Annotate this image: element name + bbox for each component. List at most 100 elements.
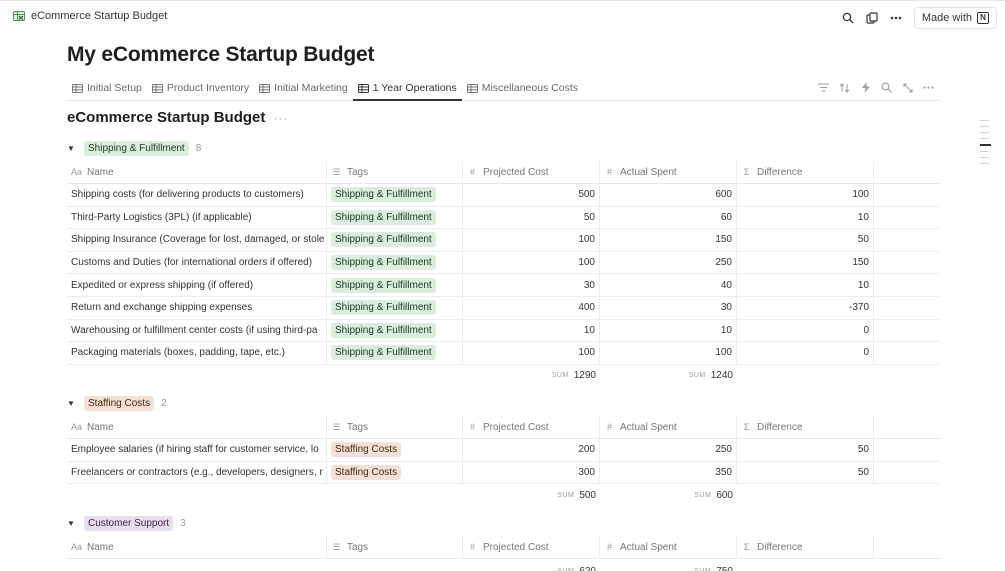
tab-initial-setup[interactable]: Initial Setup: [67, 76, 147, 100]
add-column-area[interactable]: [874, 536, 940, 558]
cell-name[interactable]: Warehousing or fulfillment center costs …: [67, 319, 327, 342]
cell-projected-cost[interactable]: 100: [463, 251, 600, 274]
cell-projected-cost[interactable]: 10: [463, 319, 600, 342]
cell-empty[interactable]: [874, 252, 940, 274]
cell-tags[interactable]: Shipping & Fulfillment: [327, 274, 463, 296]
add-column-area[interactable]: [874, 416, 940, 438]
caret-down-icon[interactable]: ▼: [67, 143, 75, 153]
cell-tags[interactable]: Staffing Costs: [327, 461, 463, 484]
more-options-icon[interactable]: [921, 80, 936, 95]
outline-mark[interactable]: [980, 126, 989, 127]
cell-name[interactable]: Shipping costs (for delivering products …: [67, 184, 327, 206]
outline-mark[interactable]: [980, 138, 989, 139]
column-header-actual[interactable]: # Actual Spent: [600, 416, 737, 438]
table-row[interactable]: Packaging materials (boxes, padding, tap…: [67, 342, 940, 365]
automation-icon[interactable]: [858, 80, 873, 95]
cell-empty[interactable]: [874, 462, 940, 484]
breadcrumb[interactable]: eCommerce Startup Budget: [13, 10, 167, 22]
cell-projected-cost[interactable]: 200: [463, 439, 600, 461]
cell-tags[interactable]: Shipping & Fulfillment: [327, 184, 463, 206]
outline-mark[interactable]: [980, 132, 989, 133]
sum-projected[interactable]: SUM 620: [463, 559, 600, 571]
cell-name[interactable]: Third-Party Logistics (3PL) (if applicab…: [67, 206, 327, 229]
cell-projected-cost[interactable]: 400: [463, 296, 600, 319]
cell-empty[interactable]: [874, 184, 940, 206]
table-row[interactable]: Third-Party Logistics (3PL) (if applicab…: [67, 206, 940, 230]
cell-tags[interactable]: Shipping & Fulfillment: [327, 251, 463, 274]
sum-actual[interactable]: SUM 750: [600, 559, 737, 571]
sum-projected[interactable]: SUM 500: [463, 484, 600, 506]
cell-tags[interactable]: Shipping & Fulfillment: [327, 342, 463, 364]
cell-actual-spent[interactable]: 100: [600, 342, 737, 364]
cell-tags[interactable]: Shipping & Fulfillment: [327, 229, 463, 251]
cell-name[interactable]: Customs and Duties (for international or…: [67, 251, 327, 274]
sum-actual[interactable]: SUM 600: [600, 484, 737, 506]
column-header-projected[interactable]: # Projected Cost: [463, 416, 600, 438]
more-options-icon[interactable]: [886, 8, 906, 28]
sum-actual[interactable]: SUM 1240: [600, 365, 737, 387]
cell-name[interactable]: Expedited or express shipping (if offere…: [67, 274, 327, 296]
cell-actual-spent[interactable]: 250: [600, 251, 737, 274]
outline-mark[interactable]: [980, 150, 989, 152]
expand-icon[interactable]: [900, 80, 915, 95]
outline-mark-active[interactable]: [980, 144, 991, 146]
tab-miscellaneous-costs[interactable]: Miscellaneous Costs: [462, 76, 583, 100]
filter-icon[interactable]: [816, 80, 831, 95]
cell-empty[interactable]: [874, 274, 940, 296]
cell-empty[interactable]: [874, 207, 940, 229]
table-row[interactable]: Shipping costs (for delivering products …: [67, 184, 940, 207]
column-header-name[interactable]: Aa Name: [67, 161, 327, 183]
cell-tags[interactable]: Shipping & Fulfillment: [327, 296, 463, 319]
search-icon[interactable]: [838, 8, 858, 28]
table-row[interactable]: Expedited or express shipping (if offere…: [67, 274, 940, 297]
cell-actual-spent[interactable]: 150: [600, 229, 737, 251]
cell-actual-spent[interactable]: 10: [600, 319, 737, 342]
cell-actual-spent[interactable]: 600: [600, 184, 737, 206]
cell-projected-cost[interactable]: 100: [463, 342, 600, 364]
cell-projected-cost[interactable]: 100: [463, 229, 600, 251]
tab-1-year-operations[interactable]: 1 Year Operations: [352, 76, 462, 101]
column-header-name[interactable]: Aa Name: [67, 416, 327, 438]
cell-projected-cost[interactable]: 500: [463, 184, 600, 206]
table-row[interactable]: Return and exchange shipping expenses Shi…: [67, 296, 940, 320]
group-header[interactable]: ▼ Customer Support 3: [67, 513, 940, 533]
cell-tags[interactable]: Shipping & Fulfillment: [327, 319, 463, 342]
column-header-difference[interactable]: Σ Difference: [737, 536, 874, 558]
column-header-actual[interactable]: # Actual Spent: [600, 161, 737, 183]
column-header-difference[interactable]: Σ Difference: [737, 416, 874, 438]
column-header-actual[interactable]: # Actual Spent: [600, 536, 737, 558]
caret-down-icon[interactable]: ▼: [67, 398, 75, 408]
cell-actual-spent[interactable]: 60: [600, 206, 737, 229]
cell-name[interactable]: Return and exchange shipping expenses: [67, 296, 327, 319]
table-row[interactable]: Freelancers or contractors (e.g., develo…: [67, 461, 940, 485]
table-row[interactable]: Shipping Insurance (Coverage for lost, d…: [67, 229, 940, 252]
cell-empty[interactable]: [874, 297, 940, 319]
column-header-tags[interactable]: ☰ Tags: [327, 536, 463, 558]
tab-product-inventory[interactable]: Product Inventory: [147, 76, 254, 100]
cell-projected-cost[interactable]: 300: [463, 461, 600, 484]
sum-projected[interactable]: SUM 1290: [463, 365, 600, 387]
cell-actual-spent[interactable]: 40: [600, 274, 737, 296]
column-header-projected[interactable]: # Projected Cost: [463, 536, 600, 558]
column-header-difference[interactable]: Σ Difference: [737, 161, 874, 183]
group-header[interactable]: ▼ Staffing Costs 2: [67, 393, 940, 413]
cell-tags[interactable]: Shipping & Fulfillment: [327, 206, 463, 229]
database-more-button[interactable]: ···: [273, 110, 289, 125]
cell-projected-cost[interactable]: 50: [463, 206, 600, 229]
outline-mark[interactable]: [980, 120, 989, 121]
database-title[interactable]: eCommerce Startup Budget ···: [67, 109, 288, 126]
cell-name[interactable]: Shipping Insurance (Coverage for lost, d…: [67, 229, 327, 251]
group-header[interactable]: ▼ Shipping & Fulfillment 8: [67, 138, 940, 158]
cell-actual-spent[interactable]: 30: [600, 296, 737, 319]
duplicate-icon[interactable]: [862, 8, 882, 28]
column-header-projected[interactable]: # Projected Cost: [463, 161, 600, 183]
cell-name[interactable]: Packaging materials (boxes, padding, tap…: [67, 342, 327, 364]
cell-projected-cost[interactable]: 30: [463, 274, 600, 296]
column-header-tags[interactable]: ☰ Tags: [327, 161, 463, 183]
column-header-name[interactable]: Aa Name: [67, 536, 327, 558]
sort-icon[interactable]: [837, 80, 852, 95]
table-row[interactable]: Employee salaries (if hiring staff for c…: [67, 439, 940, 462]
cell-actual-spent[interactable]: 250: [600, 439, 737, 461]
cell-name[interactable]: Employee salaries (if hiring staff for c…: [67, 439, 327, 461]
cell-tags[interactable]: Staffing Costs: [327, 439, 463, 461]
